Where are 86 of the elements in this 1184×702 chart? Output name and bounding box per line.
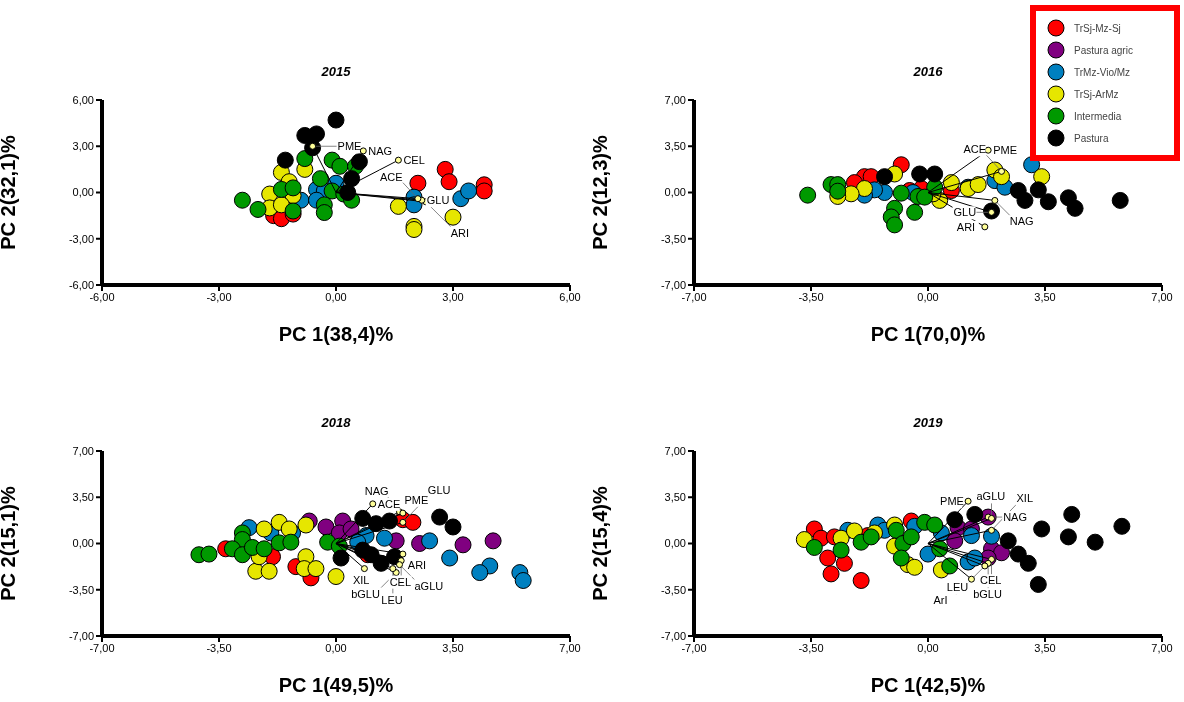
chart-title: 2018 bbox=[320, 415, 352, 430]
x-tick-label: 6,00 bbox=[559, 290, 581, 303]
y-axis-title: PC 2(32,1)% bbox=[0, 135, 20, 250]
x-tick-label: -3,50 bbox=[206, 641, 232, 654]
annotation: XIL bbox=[352, 573, 370, 586]
annotation: LEU bbox=[946, 580, 969, 593]
x-tick-label: 7,00 bbox=[559, 641, 581, 654]
x-tick-label: 7,00 bbox=[1151, 290, 1173, 303]
x-tick-label: 3,50 bbox=[1034, 290, 1056, 303]
x-tick-label: 7,00 bbox=[1151, 641, 1173, 654]
annotation: ACE bbox=[963, 143, 987, 156]
x-tick-label: -3,50 bbox=[798, 641, 824, 654]
y-tick-label: 0,00 bbox=[664, 186, 686, 199]
annotation: ArI bbox=[933, 594, 948, 607]
y-tick-label: -6,00 bbox=[68, 278, 94, 291]
annotation: CEL bbox=[403, 154, 425, 167]
x-tick-label: -7,00 bbox=[681, 641, 707, 654]
x-axis-title: PC 1(70,0)% bbox=[870, 323, 986, 345]
y-tick-label: 7,00 bbox=[664, 93, 686, 106]
legend-label: TrSj-ArMz bbox=[1074, 88, 1119, 100]
annotation: PME bbox=[404, 493, 429, 506]
annotation: NAG bbox=[364, 485, 389, 498]
annotation: GLU bbox=[427, 484, 451, 497]
annotation: CEL bbox=[980, 574, 1002, 587]
x-tick-label: 3,00 bbox=[442, 290, 464, 303]
y-tick-label: 7,00 bbox=[72, 444, 94, 457]
y-tick-label: -3,50 bbox=[660, 232, 686, 245]
y-tick-label: 0,00 bbox=[664, 537, 686, 550]
y-tick-label: 6,00 bbox=[72, 93, 94, 106]
y-axis-title: PC 2(15,4)% bbox=[589, 486, 612, 601]
x-tick-label: -7,00 bbox=[89, 641, 115, 654]
annotation: NAG bbox=[368, 144, 393, 157]
legend-label: Intermedia bbox=[1074, 110, 1122, 122]
x-tick-label: -3,00 bbox=[206, 290, 232, 303]
x-tick-label: -7,00 bbox=[681, 290, 707, 303]
annotation: ARI bbox=[956, 220, 976, 233]
annotation: PME bbox=[993, 144, 1018, 157]
chart-title: 2016 bbox=[913, 64, 943, 79]
x-tick-label: 3,50 bbox=[1034, 641, 1056, 654]
y-tick-label: 0,00 bbox=[72, 186, 94, 199]
annotation: bGLU bbox=[351, 587, 380, 600]
y-tick-label: -7,00 bbox=[660, 278, 686, 291]
x-axis-title: PC 1(42,5)% bbox=[870, 674, 986, 696]
annotation: PME bbox=[940, 495, 964, 508]
annotation: NAG bbox=[1003, 511, 1028, 524]
y-tick-label: 7,00 bbox=[664, 444, 686, 457]
annotation: bGLU bbox=[973, 588, 1002, 601]
y-tick-label: -7,00 bbox=[660, 629, 686, 642]
x-axis-title: PC 1(38,4)% bbox=[278, 323, 394, 345]
legend-label: Pastura bbox=[1074, 132, 1109, 144]
x-tick-label: 0,00 bbox=[325, 290, 347, 303]
x-tick-label: 0,00 bbox=[917, 641, 939, 654]
x-tick-label: 3,50 bbox=[442, 641, 464, 654]
legend-label: Pastura agric bbox=[1074, 44, 1133, 56]
annotation: ARI bbox=[450, 226, 470, 239]
y-tick-label: -3,50 bbox=[68, 583, 94, 596]
annotation: NAG bbox=[1009, 215, 1034, 228]
legend-label: TrMz-Vio/Mz bbox=[1074, 66, 1131, 78]
y-tick-label: 3,50 bbox=[72, 491, 94, 504]
annotation: LEU bbox=[381, 593, 403, 606]
annotation: aGLU bbox=[976, 490, 1006, 503]
chart-title: 2019 bbox=[912, 415, 944, 430]
chart-title: 2015 bbox=[320, 64, 352, 79]
y-tick-label: -3,50 bbox=[660, 583, 686, 596]
annotation: PME bbox=[337, 140, 362, 153]
x-tick-label: -3,50 bbox=[798, 290, 824, 303]
x-tick-label: 0,00 bbox=[917, 290, 939, 303]
annotation: CEL bbox=[389, 575, 412, 588]
y-tick-label: 0,00 bbox=[72, 537, 94, 550]
y-tick-label: 3,50 bbox=[664, 491, 686, 504]
y-tick-label: -3,00 bbox=[68, 232, 94, 245]
annotation: aGLU bbox=[414, 579, 444, 592]
annotation: ACE bbox=[379, 170, 403, 183]
x-tick-label: 0,00 bbox=[325, 641, 347, 654]
legend-label: TrSj-Mz-Sj bbox=[1074, 22, 1121, 34]
annotation: XIL bbox=[1016, 492, 1034, 505]
y-tick-label: -7,00 bbox=[68, 629, 94, 642]
x-tick-label: -6,00 bbox=[89, 290, 115, 303]
y-tick-label: 3,00 bbox=[72, 140, 94, 153]
y-axis-title: PC 2(15,1)% bbox=[0, 486, 20, 601]
y-tick-label: 3,50 bbox=[664, 140, 686, 153]
y-axis-title: PC 2(12,3)% bbox=[589, 135, 612, 250]
annotation: GLU bbox=[426, 194, 450, 207]
annotation: ARI bbox=[407, 559, 427, 572]
annotation: GLU bbox=[953, 206, 977, 219]
x-axis-title: PC 1(49,5)% bbox=[278, 674, 394, 696]
